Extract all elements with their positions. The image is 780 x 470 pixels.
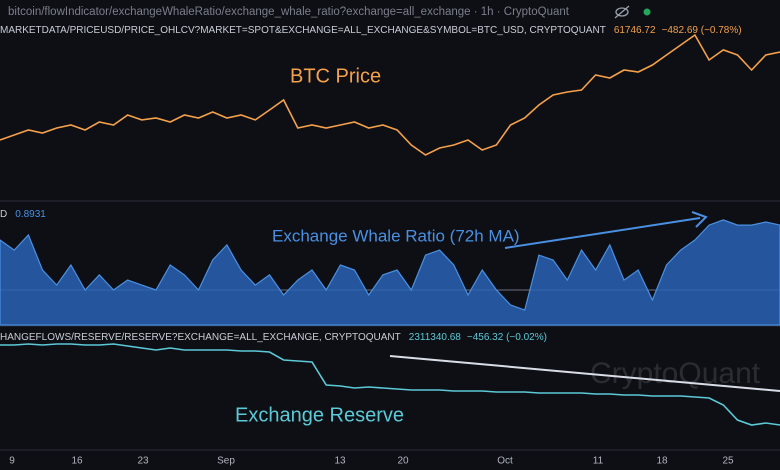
pane-legend: D 0.8931 (0, 209, 46, 220)
pane-legend: MARKETDATA/PRICEUSD/PRICE_OHLCV?MARKET=S… (0, 25, 742, 36)
change-label: −456.32 (−0.02%) (467, 332, 547, 343)
x-tick-label: 25 (722, 456, 734, 467)
pane-legend: HANGEFLOWS/RESERVE/RESERVE?EXCHANGE=ALL_… (0, 332, 547, 343)
pane-annotation: BTC Price (290, 65, 381, 87)
x-tick-label: 23 (137, 456, 149, 467)
header: bitcoin/flowIndicator/exchangeWhaleRatio… (8, 6, 570, 18)
last-value: 2311340.68 (409, 332, 462, 343)
status-dot (643, 8, 651, 16)
trend-line (389, 355, 780, 392)
eye-icon[interactable] (615, 7, 629, 17)
pane-annotation: Exchange Whale Ratio (72h MA) (272, 226, 520, 245)
x-tick-label: 18 (656, 456, 668, 467)
plots: MARKETDATA/PRICEUSD/PRICE_OHLCV?MARKET=S… (0, 25, 780, 467)
pane-annotation: Exchange Reserve (235, 404, 404, 426)
header-icons[interactable] (614, 5, 651, 19)
price-line (0, 33, 780, 156)
price-line (0, 343, 780, 426)
last-value: 61746.72 (614, 25, 656, 36)
x-tick-label: Oct (497, 456, 513, 467)
arrow-head (691, 211, 708, 228)
x-tick-label: 16 (71, 456, 83, 467)
x-tick-label: 13 (334, 456, 346, 467)
ratio-area (0, 219, 780, 326)
change-label: −482.69 (−0.78%) (662, 25, 742, 36)
trend-arrow (504, 217, 701, 249)
watermark: CryptoQuant (590, 357, 761, 390)
last-value: 0.8931 (15, 209, 46, 220)
x-tick-label: 9 (9, 456, 15, 467)
x-tick-label: 20 (397, 456, 409, 467)
x-tick-label: Sep (217, 456, 235, 467)
legend-label: D (0, 209, 7, 220)
x-tick-label: 11 (593, 456, 604, 467)
eye-slash (614, 5, 630, 19)
legend-label: HANGEFLOWS/RESERVE/RESERVE?EXCHANGE=ALL_… (0, 332, 401, 343)
legend-label: MARKETDATA/PRICEUSD/PRICE_OHLCV?MARKET=S… (0, 25, 606, 36)
